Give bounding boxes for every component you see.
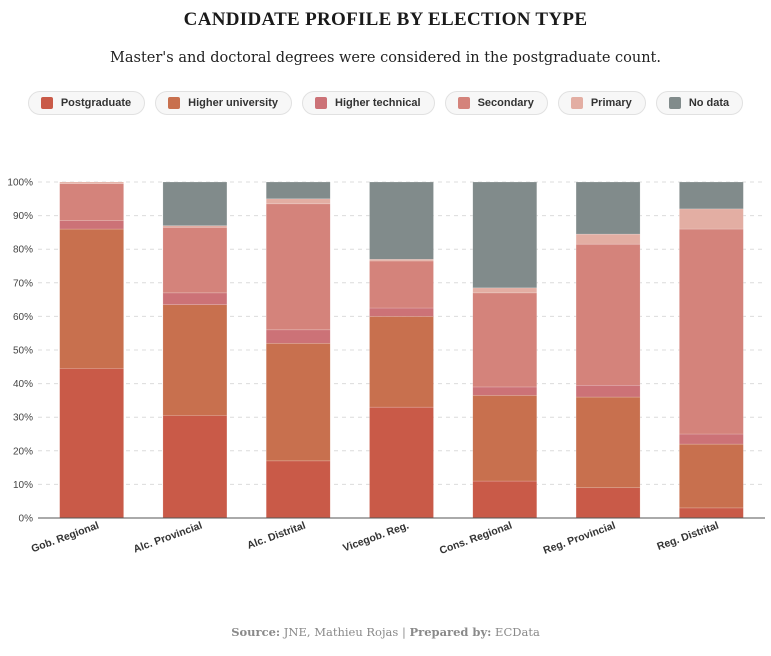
- y-tick-label: 50%: [13, 346, 33, 357]
- bar-segment-secondary: [162, 227, 228, 294]
- source-text: JNE, Mathieu Rojas |: [280, 625, 410, 639]
- legend-label-higher-university: Higher university: [188, 97, 278, 109]
- bar-segment-postgraduate: [575, 487, 641, 519]
- bar-segment-higher-technical: [162, 292, 228, 305]
- legend-swatch-higher-university: [168, 97, 181, 109]
- y-tick-label: 80%: [13, 245, 33, 256]
- legend-label-no-data: No data: [688, 97, 730, 109]
- legend-item-primary[interactable]: Primary: [557, 91, 646, 115]
- legend-swatch-postgraduate: [40, 97, 53, 109]
- bar-segment-higher-university: [162, 304, 228, 416]
- bar-segment-higher-university: [265, 343, 331, 462]
- bar-segment-primary: [575, 233, 641, 245]
- legend-item-no-data[interactable]: No data: [655, 91, 744, 115]
- x-tick-label: Reg. Distrital: [655, 520, 720, 553]
- x-tick-label: Cons. Regional: [438, 520, 514, 557]
- legend-label-secondary: Secondary: [477, 97, 534, 109]
- bar-segment-no-data: [369, 181, 434, 260]
- bar-segment-postgraduate: [679, 507, 744, 519]
- bar-segment-no-data: [679, 181, 744, 210]
- bar-segment-higher-technical: [59, 220, 124, 230]
- x-tick-label: Vicegob. Reg.: [341, 520, 410, 555]
- bar-segment-secondary: [59, 183, 124, 221]
- y-tick-label: 30%: [13, 413, 33, 424]
- x-tick-label: Alc. Distrital: [246, 520, 308, 552]
- chart-subtitle: Master's and doctoral degrees were consi…: [110, 50, 661, 66]
- bar-segment-postgraduate: [472, 480, 538, 519]
- bar-segment-secondary: [575, 243, 641, 386]
- legend-item-postgraduate[interactable]: Postgraduate: [27, 91, 146, 115]
- bar-segment-primary: [162, 225, 228, 228]
- legend-swatch-secondary: [457, 97, 470, 109]
- source-label: Source:: [231, 625, 281, 639]
- bar-segment-higher-university: [575, 396, 641, 489]
- source-note: Source: JNE, Mathieu Rojas | Prepared by…: [0, 625, 771, 639]
- bar-segment-secondary: [679, 228, 744, 435]
- bar-segment-secondary: [472, 292, 538, 388]
- x-tick-label: Alc. Provincial: [132, 520, 204, 556]
- bar-segment-higher-university: [472, 395, 538, 482]
- chart-title: CANDIDATE PROFILE BY ELECTION TYPE: [183, 9, 588, 30]
- bar-segment-no-data: [575, 181, 641, 235]
- bar-segment-secondary: [265, 203, 331, 331]
- legend-swatch-no-data: [668, 97, 681, 109]
- bar-segment-higher-technical: [679, 433, 744, 445]
- legend-item-higher-technical[interactable]: Higher technical: [302, 91, 435, 115]
- prepared-by-label: Prepared by:: [409, 625, 492, 639]
- bar-segment-postgraduate: [265, 460, 331, 519]
- y-tick-label: 0%: [19, 514, 34, 525]
- legend-label-higher-technical: Higher technical: [335, 97, 421, 109]
- bar-segment-secondary: [369, 260, 434, 309]
- bar-segment-higher-university: [679, 443, 744, 509]
- prepared-by-text: ECData: [491, 625, 540, 639]
- bar-segment-higher-technical: [575, 385, 641, 398]
- x-tick-label: Gob. Regional: [30, 520, 101, 556]
- bar-segment-postgraduate: [162, 415, 228, 519]
- y-tick-label: 20%: [13, 446, 33, 457]
- bar-segment-higher-technical: [369, 307, 434, 317]
- y-tick-label: 100%: [7, 178, 33, 189]
- legend-label-postgraduate: Postgraduate: [60, 97, 132, 109]
- bar-segment-primary: [472, 287, 538, 294]
- legend-swatch-primary: [570, 97, 583, 109]
- bar-segment-higher-university: [369, 316, 434, 408]
- bar-segment-primary: [59, 181, 124, 184]
- stacked-bar-chart: 0% 10% 20% 30% 40% 50% 60% 70% 80% 90% 100% Gob. Re…: [7, 178, 765, 557]
- bar-segment-postgraduate: [59, 368, 124, 519]
- y-tick-label: 70%: [13, 278, 33, 289]
- legend-item-secondary[interactable]: Secondary: [444, 91, 548, 115]
- legend-label-primary: Primary: [590, 97, 632, 109]
- legend-item-higher-university[interactable]: Higher university: [155, 91, 292, 115]
- y-tick-label: 40%: [13, 379, 33, 390]
- bar-segment-postgraduate: [369, 406, 434, 519]
- bar-segment-no-data: [472, 181, 538, 289]
- bar-segment-no-data: [162, 181, 228, 226]
- legend-swatch-higher-technical: [315, 97, 327, 109]
- legend: Postgraduate Higher university Higher te…: [0, 91, 771, 115]
- bar-segment-primary: [369, 259, 434, 262]
- bar-segment-higher-technical: [472, 386, 538, 396]
- bar-segment-higher-technical: [265, 329, 331, 344]
- bar-segment-no-data: [265, 181, 331, 200]
- x-tick-label: Reg. Provincial: [542, 520, 617, 557]
- y-tick-label: 90%: [13, 211, 33, 222]
- y-tick-label: 60%: [13, 312, 33, 323]
- bar-segment-higher-university: [59, 228, 124, 369]
- bar-segment-primary: [265, 198, 331, 205]
- bar-segment-primary: [679, 208, 744, 230]
- y-tick-label: 10%: [13, 480, 33, 491]
